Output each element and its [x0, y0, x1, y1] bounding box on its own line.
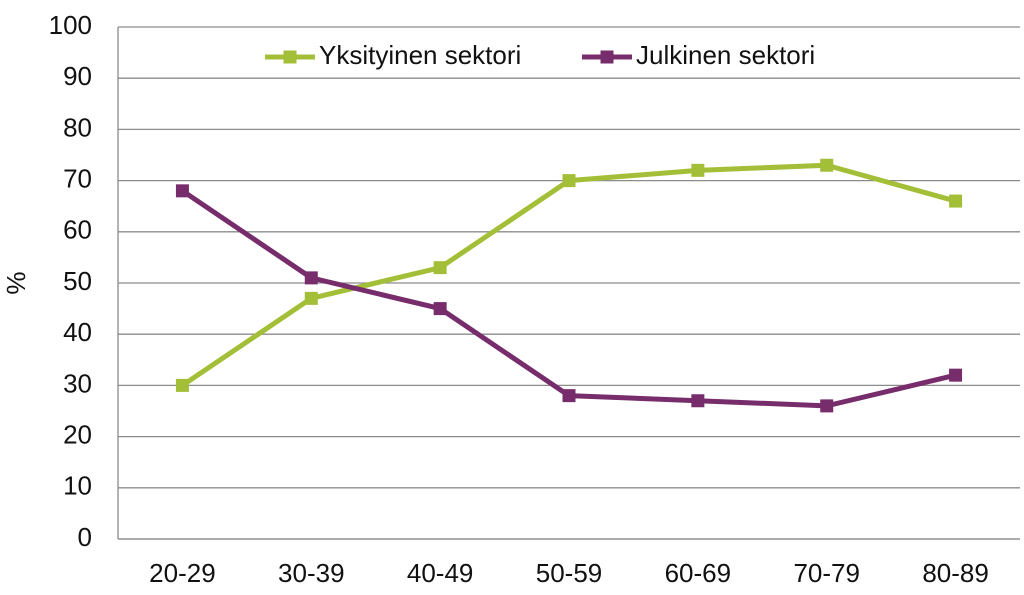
marker	[820, 158, 834, 172]
y-axis-label: %	[1, 271, 31, 294]
marker	[433, 302, 447, 316]
x-tick-label: 50-59	[536, 558, 603, 588]
y-tick-label: 90	[63, 61, 92, 91]
y-tick-label: 60	[63, 215, 92, 245]
y-tick-label: 20	[63, 419, 92, 449]
y-tick-label: 0	[78, 522, 92, 552]
marker	[949, 194, 963, 208]
marker	[304, 291, 318, 305]
y-tick-label: 100	[49, 10, 92, 40]
marker	[175, 378, 189, 392]
x-tick-label: 20-29	[149, 558, 216, 588]
y-tick-label: 30	[63, 368, 92, 398]
marker	[562, 389, 576, 403]
y-tick-label: 70	[63, 163, 92, 193]
y-tick-label: 80	[63, 112, 92, 142]
x-tick-label: 60-69	[665, 558, 732, 588]
legend-label: Yksityinen sektori	[319, 40, 521, 70]
marker	[691, 394, 705, 408]
marker	[820, 399, 834, 413]
series-line	[181, 162, 957, 388]
marker	[304, 271, 318, 285]
marker	[433, 261, 447, 275]
y-tick-label: 10	[63, 471, 92, 501]
x-tick-label: 80-89	[922, 558, 989, 588]
legend-marker	[600, 50, 614, 64]
marker	[562, 174, 576, 188]
x-tick-label: 40-49	[407, 558, 474, 588]
marker	[691, 163, 705, 177]
x-tick-label: 30-39	[278, 558, 345, 588]
y-tick-label: 50	[63, 266, 92, 296]
legend-label: Julkinen sektori	[636, 40, 815, 70]
series-line	[181, 188, 957, 409]
legend-marker	[283, 50, 297, 64]
marker	[175, 184, 189, 198]
x-tick-label: 70-79	[793, 558, 860, 588]
marker	[949, 368, 963, 382]
y-tick-label: 40	[63, 317, 92, 347]
